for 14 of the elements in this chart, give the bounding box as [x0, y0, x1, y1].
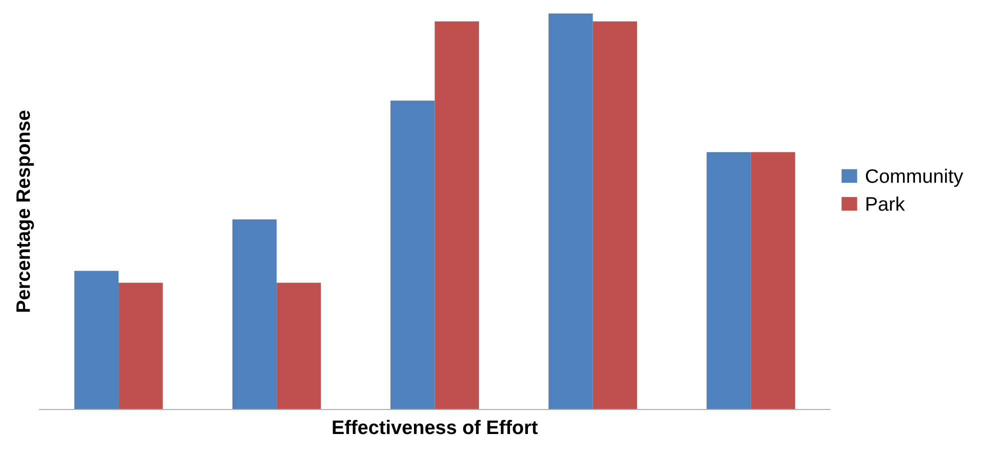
bar	[548, 14, 593, 410]
bar	[74, 270, 119, 410]
bar	[750, 152, 796, 410]
bar	[390, 100, 435, 410]
y-axis-title: Percentage Response	[16, 110, 34, 312]
bar	[118, 282, 163, 410]
bar	[232, 219, 277, 410]
x-axis-title: Effectiveness of Effort	[332, 420, 538, 434]
legend-label: Community	[866, 168, 964, 187]
bar	[434, 21, 479, 410]
bar	[706, 152, 751, 410]
legend-label: Park	[866, 196, 905, 211]
bar	[592, 21, 638, 410]
bar	[276, 282, 321, 410]
